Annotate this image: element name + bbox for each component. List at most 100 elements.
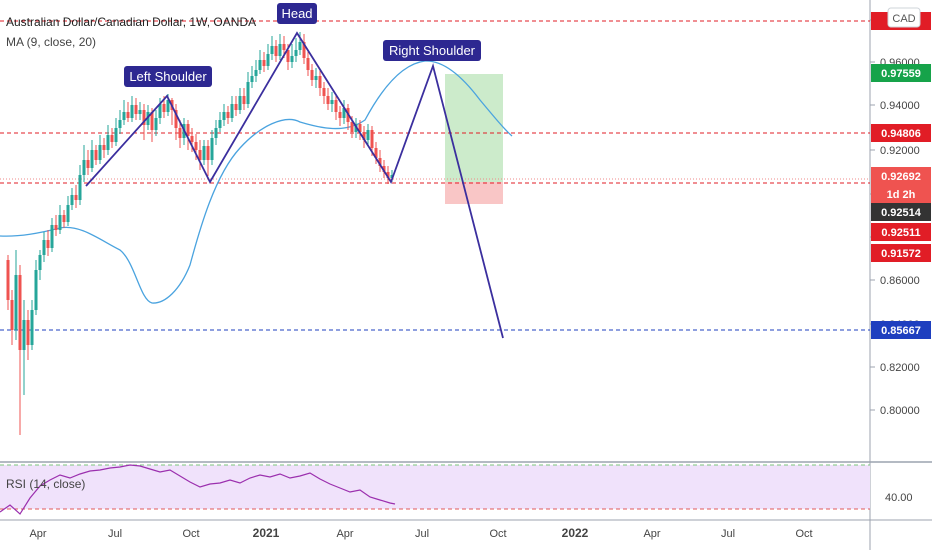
y-tick-label: 0.82000 <box>880 362 920 374</box>
price-badge: 0.97559 <box>871 64 931 82</box>
candle <box>322 82 326 104</box>
candle <box>262 52 266 72</box>
price-badge: 1d 2h <box>871 185 931 203</box>
candle <box>138 102 142 120</box>
price-badge-text: 0.92692 <box>881 171 921 183</box>
price-badge-text: 0.94806 <box>881 128 921 140</box>
candle <box>38 250 42 280</box>
candle <box>130 96 134 122</box>
target-zone <box>445 74 503 182</box>
candle <box>374 142 378 164</box>
candle <box>174 104 178 140</box>
candle <box>110 128 114 148</box>
candle <box>378 150 382 172</box>
candle <box>62 210 66 228</box>
candle <box>386 166 390 184</box>
candle <box>314 68 318 88</box>
candle <box>250 66 254 88</box>
candle <box>230 96 234 122</box>
y-tick-label: 0.94000 <box>880 100 920 112</box>
candle <box>114 118 118 146</box>
candle <box>218 112 222 132</box>
candle <box>126 102 130 122</box>
time-axis-ticks: Apr Jul Oct 2021 Apr Jul Oct 2022 Apr Jul Oct <box>29 526 812 540</box>
candle <box>26 310 30 360</box>
candle <box>46 230 50 256</box>
stop-zone <box>445 182 503 204</box>
candle <box>338 106 342 126</box>
currency-button-text: CAD <box>892 13 915 25</box>
x-tick-label: 2021 <box>253 526 280 540</box>
x-tick-label: Jul <box>108 528 122 540</box>
candle <box>34 260 38 315</box>
candle <box>214 120 218 145</box>
candle <box>234 96 238 116</box>
candle <box>266 44 270 70</box>
x-tick-label: Oct <box>489 528 506 540</box>
price-badge: 0.91572 <box>871 244 931 262</box>
y-tick-label: 0.86000 <box>880 275 920 287</box>
candle <box>362 126 366 148</box>
left-shoulder-text: Left Shoulder <box>129 69 207 84</box>
candle <box>30 300 34 350</box>
candle <box>238 88 242 114</box>
rsi-tick-40: 40.00 <box>885 492 913 504</box>
candle <box>50 218 54 252</box>
right-shoulder-label[interactable]: Right Shoulder <box>383 40 481 61</box>
price-badge-text: 0.97559 <box>881 68 921 80</box>
candle <box>94 145 98 165</box>
price-badge: 0.94806 <box>871 124 931 142</box>
price-badge: 0.92514 <box>871 203 931 221</box>
candle <box>86 150 90 175</box>
candle <box>6 255 10 310</box>
currency-button[interactable]: CAD <box>887 7 921 28</box>
y-tick-label: 0.92000 <box>880 145 920 157</box>
moving-average-line <box>0 60 513 304</box>
x-tick-label: Jul <box>415 528 429 540</box>
candle <box>226 106 230 124</box>
candle <box>302 34 306 64</box>
head-label[interactable]: Head <box>277 3 317 24</box>
candle <box>118 110 122 134</box>
x-tick-label: Oct <box>182 528 199 540</box>
rsi-label: RSI (14, close) <box>6 477 85 491</box>
x-tick-label: Oct <box>795 528 812 540</box>
price-badge-text: 0.85667 <box>881 325 921 337</box>
candle <box>258 50 262 74</box>
candle <box>290 44 294 68</box>
candle <box>82 145 86 182</box>
y-tick-label: 0.80000 <box>880 405 920 417</box>
candle <box>74 185 78 208</box>
indicator-label: MA (9, close, 20) <box>6 35 96 49</box>
price-badge-text: 0.92514 <box>881 207 922 219</box>
candle <box>178 120 182 148</box>
candle <box>42 232 46 262</box>
head-text: Head <box>281 6 312 21</box>
price-badge-text: 0.92511 <box>881 227 920 239</box>
x-tick-label: 2022 <box>562 526 589 540</box>
x-tick-label: Jul <box>721 528 735 540</box>
candle <box>270 36 274 60</box>
candle <box>278 34 282 60</box>
candle <box>134 98 138 120</box>
candle <box>210 130 214 165</box>
left-shoulder-label[interactable]: Left Shoulder <box>124 66 212 87</box>
rsi-line <box>0 464 396 515</box>
candle <box>18 265 22 435</box>
head-shoulders-pattern <box>85 31 504 339</box>
x-tick-label: Apr <box>336 528 353 540</box>
candle <box>206 140 210 176</box>
candle <box>358 120 362 140</box>
candle <box>10 290 14 345</box>
candle <box>70 188 74 210</box>
candle <box>66 196 70 226</box>
right-shoulder-text: Right Shoulder <box>389 43 476 58</box>
candle <box>58 205 62 234</box>
candle <box>242 88 246 110</box>
price-badge-text: 0.91572 <box>881 248 921 260</box>
candle <box>318 70 322 96</box>
price-badges: 0.97559 0.94806 0.92692 1d 2h 0.92514 0.92511… <box>871 12 931 339</box>
x-tick-label: Apr <box>29 528 46 540</box>
